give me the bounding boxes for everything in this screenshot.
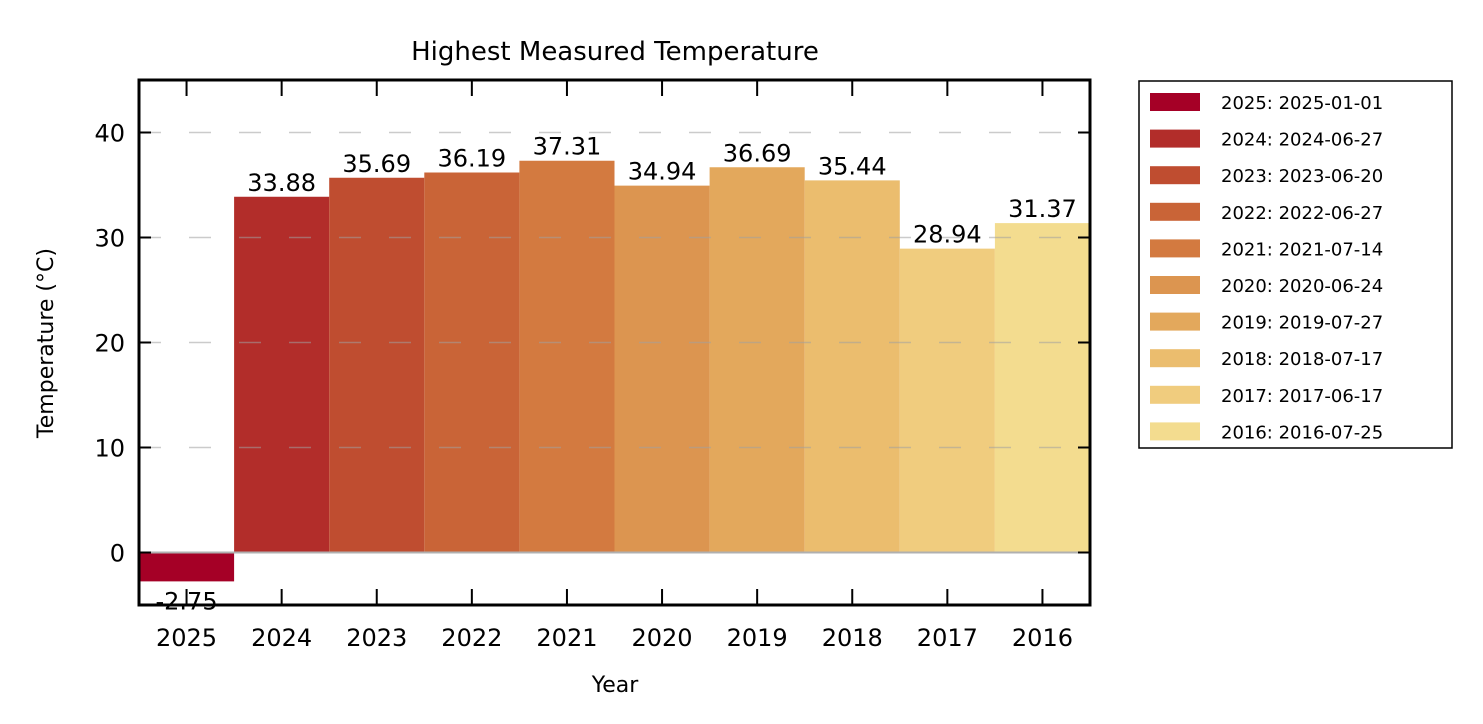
bar-2018 (804, 180, 900, 553)
grid-lines (139, 131, 1090, 554)
legend-label: 2025: 2025-01-01 (1221, 93, 1383, 114)
bar-2024 (234, 196, 330, 553)
bar-2017 (899, 248, 995, 553)
legend-swatch-2018 (1150, 349, 1200, 368)
x-tick-label: 2023 (346, 624, 407, 652)
legend-label: 2017: 2017-06-17 (1221, 386, 1383, 407)
legend-label: 2019: 2019-07-27 (1221, 313, 1383, 334)
chart-title: Highest Measured Temperature (411, 37, 819, 67)
y-tick-label: 40 (94, 120, 125, 148)
legend-label: 2018: 2018-07-17 (1221, 349, 1383, 370)
x-axis-label: Year (591, 673, 640, 698)
y-axis-label: Temperature (°C) (34, 248, 59, 439)
legend-swatch-2019 (1150, 312, 1200, 331)
bar-2025 (139, 552, 235, 582)
x-tick-label: 2022 (441, 624, 502, 652)
legend-swatch-2023 (1150, 166, 1200, 185)
x-tick-label: 2020 (632, 624, 693, 652)
legend-swatch-2021 (1150, 239, 1200, 258)
y-tick-label: 0 (110, 540, 125, 568)
legend-label: 2023: 2023-06-20 (1221, 166, 1383, 187)
bar-2016 (994, 223, 1090, 553)
data-label: 35.44 (818, 152, 887, 180)
legend-swatch-2017 (1150, 385, 1200, 404)
x-tick-label: 2021 (536, 624, 597, 652)
y-tick-label: 30 (94, 225, 125, 253)
data-label: 33.88 (247, 169, 316, 197)
legend-label: 2024: 2024-06-27 (1221, 130, 1383, 151)
bar-2020 (614, 185, 710, 553)
legend-swatch-2020 (1150, 276, 1200, 294)
bar-2019 (709, 167, 805, 553)
bar-2023 (329, 177, 425, 553)
bars-group (139, 160, 1090, 582)
x-tick-label: 2024 (251, 624, 312, 652)
bar-2022 (424, 172, 520, 553)
legend-swatch-2025 (1150, 93, 1200, 111)
y-tick-label: 20 (94, 330, 125, 358)
legend-label: 2021: 2021-07-14 (1221, 239, 1383, 260)
data-label: 36.19 (437, 145, 506, 173)
legend: 2025: 2025-01-01 2024: 2024-06-27 2023: 20… (1138, 80, 1453, 449)
legend-swatch-2024 (1150, 129, 1200, 148)
legend-swatch-2016 (1150, 422, 1200, 441)
data-label: 31.37 (1008, 195, 1077, 223)
data-label: 28.94 (913, 221, 982, 249)
y-tick-label: 10 (94, 435, 125, 463)
legend-label: 2016: 2016-07-25 (1221, 422, 1383, 443)
x-tick-label: 2017 (917, 624, 978, 652)
data-label: 37.31 (533, 133, 602, 161)
x-tick-label: 2018 (822, 624, 883, 652)
x-tick-label: 2025 (156, 624, 217, 652)
legend-label: 2020: 2020-06-24 (1221, 276, 1383, 297)
legend-label: 2022: 2022-06-27 (1221, 203, 1383, 224)
data-label: 35.69 (342, 150, 411, 178)
legend-swatch-2022 (1150, 202, 1200, 221)
data-label: 34.94 (628, 158, 697, 186)
bar-2021 (519, 160, 615, 553)
data-label: 36.69 (723, 139, 792, 167)
x-tick-label: 2019 (727, 624, 788, 652)
axis-ticks: 0 10 20 30 40 2025 2024 2023 2022 2021 2020 2019 201… (94, 80, 1090, 652)
x-tick-label: 2016 (1012, 624, 1073, 652)
